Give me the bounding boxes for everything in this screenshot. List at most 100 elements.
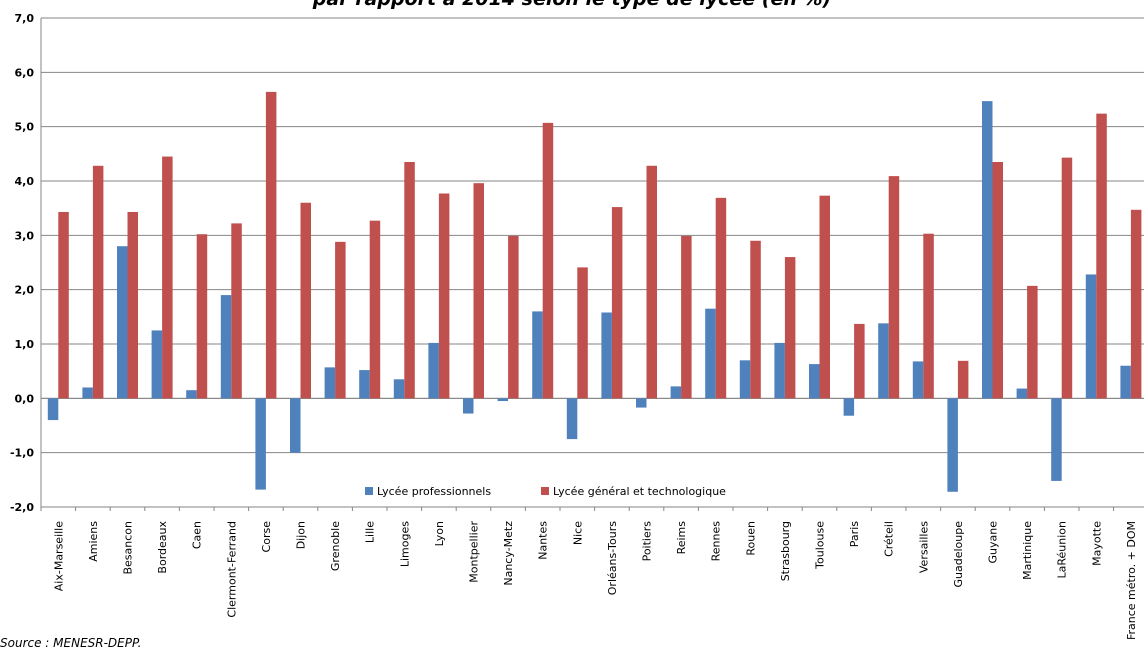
bar-lycee-professionnels <box>47 398 59 421</box>
bar-lycee-professionnels <box>809 364 820 399</box>
bar-lycee-general <box>58 211 69 399</box>
bar-lycee-professionnels <box>532 311 543 399</box>
bar-lycee-general <box>404 161 415 399</box>
bar-lycee-general <box>335 241 346 399</box>
bar-lycee-general <box>854 323 865 399</box>
x-tick-label: Dijon <box>295 521 308 549</box>
x-tick-label: Aix-Marseille <box>52 521 65 591</box>
x-tick-label: Mayotte <box>1090 521 1103 566</box>
y-tick-label: -2,0 <box>10 501 34 514</box>
bar-lycee-professionnels <box>1085 274 1097 399</box>
bar-lycee-professionnels <box>1120 365 1131 399</box>
x-tick-label: Grenoble <box>329 521 342 571</box>
bar-lycee-general <box>196 234 208 399</box>
x-tick-label: Montpellier <box>468 521 481 583</box>
x-tick-label: Amiens <box>87 521 100 562</box>
x-tick-label: Nice <box>571 521 584 545</box>
bar-lycee-general <box>300 202 311 399</box>
x-tick-label: Clermont-Ferrand <box>225 521 238 618</box>
bar-lycee-professionnels <box>497 398 509 402</box>
bar-lycee-general <box>611 207 623 399</box>
bar-lycee-general <box>369 220 381 399</box>
bar-lycee-general <box>1130 209 1142 399</box>
bar-lycee-professionnels <box>290 398 301 453</box>
bar-lycee-professionnels <box>843 398 855 416</box>
bar-lycee-general <box>888 176 900 399</box>
bar-lycee-general <box>577 267 588 399</box>
bar-lycee-professionnels <box>359 370 370 399</box>
y-tick-label: 6,0 <box>15 66 35 79</box>
x-tick-label: Nancy-Metz <box>502 521 515 586</box>
bar-lycee-professionnels <box>82 387 93 399</box>
bar-lycee-general <box>473 183 484 399</box>
x-tick-label: Poitiers <box>641 521 654 562</box>
y-tick-label: 1,0 <box>15 338 35 351</box>
bar-lycee-general <box>92 165 104 399</box>
x-tick-label: Guadeloupe <box>952 521 965 588</box>
bar-lycee-professionnels <box>601 312 612 399</box>
bar-lycee-professionnels <box>739 360 751 399</box>
x-tick-label: Versailles <box>917 521 930 573</box>
bar-lycee-general <box>1061 157 1073 399</box>
bar-lycee-general <box>957 360 969 399</box>
x-tick-label: LaRéunion <box>1056 521 1069 579</box>
bar-lycee-general <box>438 193 450 399</box>
bar-lycee-general <box>750 240 761 399</box>
x-tick-label: Caen <box>191 521 204 549</box>
x-tick-label: Besancon <box>122 521 135 575</box>
x-tick-label: Guyane <box>987 521 1000 564</box>
bar-lycee-general <box>923 233 934 399</box>
x-tick-label: Rennes <box>710 521 723 562</box>
bar-lycee-general <box>784 257 796 399</box>
bar-lycee-professionnels <box>463 398 474 414</box>
source-note: Source : MENESR-DEPP. <box>0 636 142 650</box>
bar-lycee-general <box>1027 285 1038 399</box>
legend-swatch <box>541 487 549 495</box>
x-tick-label: Strasbourg <box>779 521 792 581</box>
bar-lycee-professionnels <box>393 379 405 399</box>
y-tick-label: 0,0 <box>15 392 35 405</box>
bar-lycee-professionnels <box>705 308 716 399</box>
x-tick-label: Rouen <box>744 521 757 556</box>
bar-lycee-professionnels <box>151 330 163 399</box>
bar-lycee-professionnels <box>636 398 647 408</box>
x-tick-label: Créteil <box>883 521 896 557</box>
bar-lycee-general <box>681 235 692 399</box>
chart-title: par rapport à 2014 selon le type de lycé… <box>0 0 1144 10</box>
x-tick-label: Lyon <box>433 521 446 546</box>
legend-label: Lycée général et technologique <box>553 485 726 498</box>
bar-lycee-professionnels <box>947 398 958 492</box>
y-tick-label: 5,0 <box>15 121 35 134</box>
bar-lycee-general <box>265 91 277 399</box>
bar-lycee-professionnels <box>878 323 889 399</box>
bar-lycee-professionnels <box>324 367 336 399</box>
x-tick-label: Paris <box>848 521 861 547</box>
bar-lycee-professionnels <box>1051 398 1062 481</box>
x-tick-label: France métro. + DOM <box>1125 521 1138 640</box>
bar-lycee-general <box>542 122 554 399</box>
x-tick-label: Corse <box>260 521 273 553</box>
x-tick-label: Martinique <box>1021 521 1034 580</box>
bar-lycee-general <box>231 223 242 399</box>
bar-lycee-professionnels <box>1016 388 1028 399</box>
bar-lycee-professionnels <box>186 390 197 399</box>
y-tick-label: 2,0 <box>15 284 35 297</box>
bar-lycee-professionnels <box>220 295 232 399</box>
bar-lycee-professionnels <box>982 101 993 399</box>
bar-lycee-professionnels <box>912 361 924 399</box>
bar-lycee-professionnels <box>428 342 439 399</box>
bar-lycee-general <box>646 165 657 399</box>
bar-lycee-general <box>1096 113 1107 399</box>
bar-lycee-general <box>819 195 830 399</box>
x-tick-label: Orléans-Tours <box>606 521 619 595</box>
y-tick-label: 3,0 <box>15 229 35 242</box>
bar-lycee-professionnels <box>566 398 578 440</box>
y-tick-label: -1,0 <box>10 447 34 460</box>
x-tick-label: Lille <box>364 521 377 543</box>
x-tick-label: Reims <box>675 521 688 555</box>
legend-swatch <box>365 487 373 495</box>
bar-lycee-professionnels <box>774 342 785 399</box>
bar-lycee-general <box>992 161 1003 399</box>
bar-lycee-general <box>162 156 173 399</box>
